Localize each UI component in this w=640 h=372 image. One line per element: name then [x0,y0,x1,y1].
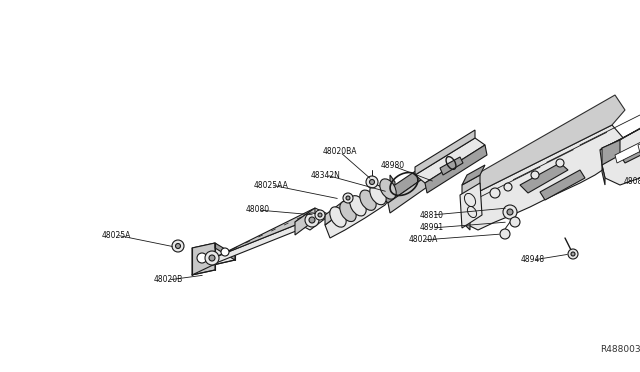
Polygon shape [615,140,640,163]
Text: 48810: 48810 [420,211,444,219]
Text: 48080: 48080 [246,205,270,215]
Circle shape [318,213,322,217]
Circle shape [309,217,315,223]
Polygon shape [192,243,235,265]
Circle shape [315,210,325,220]
Polygon shape [602,140,620,165]
Circle shape [369,180,374,185]
Polygon shape [440,157,463,175]
Text: 48980: 48980 [381,161,405,170]
Text: 48025AA: 48025AA [253,180,289,189]
Ellipse shape [370,185,386,205]
Ellipse shape [340,201,356,222]
Circle shape [571,252,575,256]
Circle shape [568,249,578,259]
Text: 48342N: 48342N [311,170,341,180]
Polygon shape [520,163,568,193]
Circle shape [172,240,184,252]
Ellipse shape [380,179,396,199]
Polygon shape [425,145,487,193]
Circle shape [175,244,180,248]
Polygon shape [600,65,640,185]
Polygon shape [295,208,330,230]
Circle shape [343,193,353,203]
Polygon shape [462,95,625,200]
Text: 48020A: 48020A [408,235,438,244]
Circle shape [490,188,500,198]
Circle shape [209,255,215,261]
Circle shape [556,159,564,167]
Circle shape [305,213,319,227]
Polygon shape [380,168,428,203]
Polygon shape [325,200,345,225]
Polygon shape [390,175,395,192]
Polygon shape [462,175,480,222]
Circle shape [346,196,350,200]
Circle shape [503,205,517,219]
Polygon shape [540,170,585,200]
Circle shape [366,176,378,188]
Polygon shape [325,185,395,238]
Text: 48991: 48991 [420,224,444,232]
Circle shape [510,217,520,227]
Polygon shape [462,125,625,230]
Polygon shape [462,178,470,230]
Ellipse shape [330,207,346,227]
Circle shape [205,251,219,265]
Polygon shape [462,165,485,185]
Ellipse shape [360,190,376,210]
Polygon shape [620,135,640,163]
Polygon shape [638,130,640,153]
Polygon shape [218,209,322,256]
Polygon shape [460,183,482,228]
Polygon shape [216,218,313,263]
Polygon shape [215,243,235,260]
Text: 48025A: 48025A [101,231,131,240]
Polygon shape [192,243,215,275]
Circle shape [221,248,229,256]
Circle shape [507,209,513,215]
Polygon shape [388,175,430,213]
Ellipse shape [350,196,366,216]
Circle shape [197,253,207,263]
Circle shape [504,183,512,191]
Polygon shape [295,208,315,235]
Text: 48084A: 48084A [623,177,640,186]
Text: R4880039: R4880039 [600,346,640,355]
Polygon shape [602,165,605,185]
Circle shape [500,229,510,239]
Circle shape [531,171,539,179]
Polygon shape [415,138,485,183]
Text: 48020B: 48020B [154,276,182,285]
Text: 48948: 48948 [521,256,545,264]
Polygon shape [600,52,640,150]
Polygon shape [415,130,475,175]
Text: 48020BA: 48020BA [323,148,357,157]
